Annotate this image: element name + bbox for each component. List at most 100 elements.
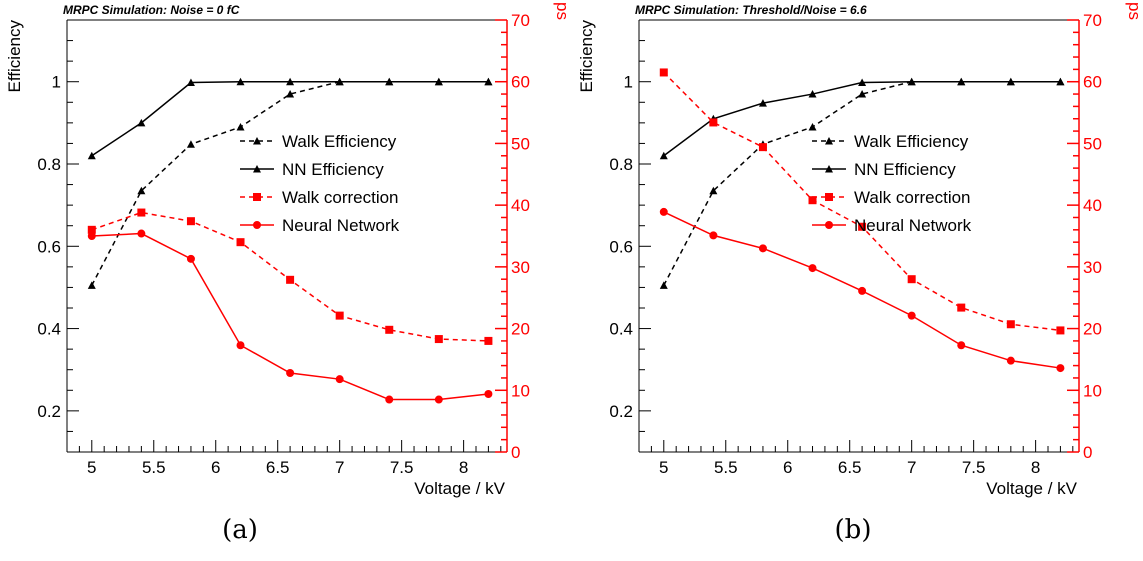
- chart-b-series-walk-correction-point: [907, 275, 916, 284]
- chart-a-legend-marker: [253, 165, 261, 173]
- chart-b-x-tick-label: 8: [1031, 458, 1040, 477]
- chart-b-svg: MRPC Simulation: Threshold/Noise = 6.6 5 5…: [577, 0, 1143, 498]
- chart-a-series-walk-correction-point: [385, 325, 394, 334]
- chart-a-svg: MRPC Simulation: Noise = 0 fC 5 5.5 6 6.5 7 7.…: [5, 0, 572, 498]
- chart-a-series-walk-correction-point: [484, 336, 493, 345]
- chart-a-legend-marker: [253, 193, 261, 201]
- chart-b-series-neural-network-point: [1056, 364, 1065, 373]
- chart-b-y2-tick-label: 60: [1083, 73, 1102, 92]
- chart-b-series-walk-correction-point: [709, 118, 718, 127]
- chart-b-y-tick-label: 1: [624, 73, 633, 92]
- chart-b-y-axis-label: Efficiency: [577, 20, 596, 93]
- chart-a-series-walk-correction-point: [434, 335, 443, 344]
- chart-b-y2-tick-label: 30: [1083, 258, 1102, 277]
- chart-a-x-tick-label: 6: [211, 458, 220, 477]
- chart-b-legend-label: Walk Efficiency: [854, 132, 969, 151]
- chart-b-series-neural-network-point: [858, 286, 867, 295]
- chart-a-series-nn-efficiency-point: [434, 77, 443, 86]
- chart-b-y-tick-label: 0.8: [609, 155, 633, 174]
- chart-a-series-neural-network-point: [434, 395, 443, 404]
- chart-a-series-walk-efficiency-line: [91, 80, 489, 286]
- chart-a-y2-tick-label: 10: [511, 381, 530, 400]
- chart-a-series-neural-network-point: [286, 369, 295, 378]
- chart-a-y-tick-label: 1: [52, 73, 61, 92]
- chart-b-series-walk-efficiency-point: [858, 90, 867, 98]
- chart-b-series-walk-correction-point: [957, 303, 966, 312]
- chart-a-y2-tick-label: 20: [511, 320, 530, 339]
- chart-a-series-neural-network-point: [385, 395, 394, 404]
- chart-b-series-nn-efficiency-point: [758, 99, 767, 107]
- caption-a: (a): [222, 515, 258, 545]
- chart-b-title: MRPC Simulation: Threshold/Noise = 6.6: [635, 3, 867, 17]
- chart-a-series-walk-correction-point: [236, 238, 245, 247]
- chart-a-title: MRPC Simulation: Noise = 0 fC: [63, 3, 240, 17]
- chart-a-y2-tick-label: 60: [511, 73, 530, 92]
- chart-a-series-neural-network-point: [236, 341, 245, 350]
- chart-b-legend-marker: [825, 137, 833, 145]
- chart-a-legend-label: Walk correction: [282, 188, 399, 207]
- chart-a-y-tick-label: 0.4: [37, 320, 61, 339]
- chart-b-legend-marker: [825, 193, 833, 201]
- chart-b-x-tick-label: 7.5: [962, 458, 986, 477]
- chart-b-series-walk-correction-point: [659, 68, 668, 77]
- chart-a-series-walk-efficiency-point: [286, 90, 295, 98]
- chart-b-series-neural-network-point: [758, 244, 767, 253]
- chart-a-series-nn-efficiency-point: [186, 78, 195, 87]
- chart-b-series-walk-efficiency-point: [808, 122, 817, 131]
- chart-b-legend-label: Neural Network: [854, 216, 972, 235]
- chart-b-series-nn-efficiency-point: [1006, 77, 1015, 86]
- chart-a-series-walk-correction: [87, 208, 493, 345]
- chart-b-y-tick-label: 0.6: [609, 237, 633, 256]
- chart-a-series-nn-efficiency-point: [286, 77, 295, 86]
- chart-a-x-tick-label: 5: [87, 458, 96, 477]
- chart-a-y2-tick-label: 40: [511, 196, 530, 215]
- chart-a-series-neural-network-point: [484, 389, 493, 398]
- chart-b-series-neural-network-point: [808, 264, 817, 273]
- chart-a-series-nn-efficiency-point: [236, 77, 245, 86]
- chart-a-series-walk-correction-point: [286, 275, 295, 284]
- chart-a-x-axis-label: Voltage / kV: [414, 479, 505, 498]
- caption-b: (b): [834, 515, 872, 545]
- chart-b-x-tick-label: 5.5: [714, 458, 738, 477]
- chart-a-series-nn-efficiency: [87, 77, 493, 160]
- chart-a-x-tick-label: 7.5: [390, 458, 414, 477]
- chart-b-x-tick-label: 6: [783, 458, 792, 477]
- chart-a-y-axis-label: Efficiency: [5, 20, 24, 93]
- chart-b-y2-axis-label: MRPC Time Resolution / ps: [1125, 0, 1143, 20]
- chart-a-series-neural-network: [87, 229, 493, 404]
- chart-a-series-neural-network-point: [335, 375, 344, 384]
- chart-b-y2-tick-label: 40: [1083, 196, 1102, 215]
- chart-a-series-walk-efficiency-point: [137, 186, 146, 195]
- chart-a-legend-marker: [253, 221, 261, 229]
- chart-a-legend-marker: [253, 137, 261, 145]
- chart-b-y-tick-label: 0.2: [609, 402, 633, 421]
- chart-a-series-neural-network-point: [186, 254, 195, 263]
- chart-a-y2-tick-label: 50: [511, 134, 530, 153]
- chart-a-x-tick-label: 8: [459, 458, 468, 477]
- chart-a-series-walk-efficiency-point: [236, 122, 245, 131]
- chart-b-y2-tick-label: 20: [1083, 320, 1102, 339]
- chart-panel-b: MRPC Simulation: Threshold/Noise = 6.6 5 5…: [572, 0, 1143, 498]
- chart-a-y2-axis-label: MRPC Time Resolution / ps: [553, 0, 572, 20]
- chart-a-y2-tick-label: 30: [511, 258, 530, 277]
- chart-a-series-neural-network-point: [137, 229, 146, 238]
- chart-b-x-tick-label: 7: [907, 458, 916, 477]
- chart-b-y2-tick-label: 70: [1083, 11, 1102, 30]
- chart-a-legend-label: Neural Network: [282, 216, 400, 235]
- chart-panel-a: MRPC Simulation: Noise = 0 fC 5 5.5 6 6.5 7 7.…: [0, 0, 572, 498]
- chart-a-y-tick-label: 0.2: [37, 402, 61, 421]
- chart-a-x-tick-label: 5.5: [142, 458, 166, 477]
- chart-a-series-walk-correction-point: [87, 225, 96, 234]
- chart-a-series-walk-correction-point: [186, 217, 195, 226]
- chart-b-series-walk-correction-point: [1056, 326, 1065, 335]
- chart-b-series-nn-efficiency-point: [957, 77, 966, 86]
- chart-a-x-tick-label: 7: [335, 458, 344, 477]
- chart-a-y-tick-label: 0.6: [37, 237, 61, 256]
- chart-a-legend-label: NN Efficiency: [282, 160, 384, 179]
- chart-b-series-neural-network-point: [709, 231, 718, 240]
- chart-b-legend-marker: [825, 165, 833, 173]
- chart-b-series-walk-correction-point: [758, 143, 767, 152]
- chart-b-series-nn-efficiency-point: [808, 90, 817, 98]
- chart-b-series-nn-efficiency-point: [907, 77, 916, 86]
- chart-b-series-nn-efficiency-point: [1056, 77, 1065, 86]
